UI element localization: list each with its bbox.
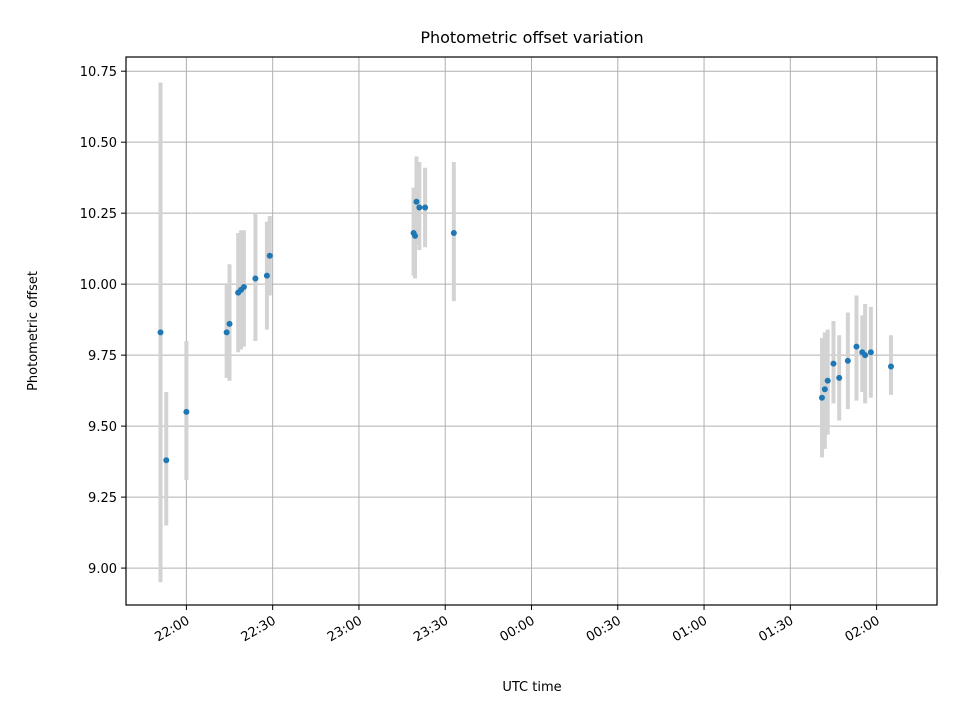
data-point — [887, 363, 894, 370]
y-tick-label: 10.00 — [80, 278, 117, 293]
y-tick-label: 9.75 — [88, 349, 117, 364]
data-point — [818, 394, 825, 401]
x-tick-label: 01:30 — [756, 613, 796, 645]
data-point — [867, 349, 874, 356]
data-point — [824, 377, 831, 384]
data-point — [240, 283, 247, 290]
data-point — [412, 232, 419, 239]
data-point — [223, 329, 230, 336]
y-tick-label: 9.50 — [88, 420, 117, 435]
y-axis-label: Photometric offset — [26, 271, 41, 391]
data-point — [413, 198, 420, 205]
x-tick-label: 23:00 — [325, 613, 365, 645]
x-tick-label: 22:30 — [239, 613, 279, 645]
y-tick-label: 9.25 — [88, 491, 117, 506]
data-point — [252, 275, 259, 282]
y-tick-label: 10.50 — [80, 136, 117, 151]
data-point — [266, 252, 273, 259]
grid-lines — [126, 57, 937, 605]
y-axis-ticks: 9.00 9.25 9.50 9.75 10.00 10.25 10.50 10.75 — [80, 65, 126, 577]
data-point — [226, 320, 233, 327]
data-point — [830, 360, 837, 367]
data-point — [157, 329, 164, 336]
data-point — [263, 272, 270, 279]
y-tick-label: 10.75 — [80, 65, 117, 80]
y-tick-label: 10.25 — [80, 207, 117, 222]
data-points — [157, 198, 894, 464]
data-point — [416, 204, 423, 211]
x-tick-label: 22:00 — [152, 613, 192, 645]
x-axis-label: UTC time — [502, 680, 561, 695]
data-point — [450, 230, 457, 237]
data-point — [422, 204, 429, 211]
chart-title: Photometric offset variation — [420, 28, 643, 47]
data-point — [836, 374, 843, 381]
error-bars — [158, 82, 893, 583]
data-point — [183, 408, 190, 415]
x-tick-label: 00:30 — [584, 613, 624, 645]
x-axis-ticks: 22:00 22:30 23:00 23:30 00:00 00:30 01:00 01:30… — [152, 605, 883, 645]
x-tick-label: 23:30 — [411, 613, 451, 645]
data-point — [853, 343, 860, 350]
x-tick-label: 01:00 — [670, 613, 710, 645]
data-point — [821, 386, 828, 393]
x-tick-label: 00:00 — [498, 613, 538, 645]
y-tick-label: 9.00 — [88, 562, 117, 577]
data-point — [163, 457, 170, 464]
data-point — [844, 357, 851, 364]
x-tick-label: 02:00 — [843, 613, 883, 645]
data-point — [862, 352, 869, 359]
